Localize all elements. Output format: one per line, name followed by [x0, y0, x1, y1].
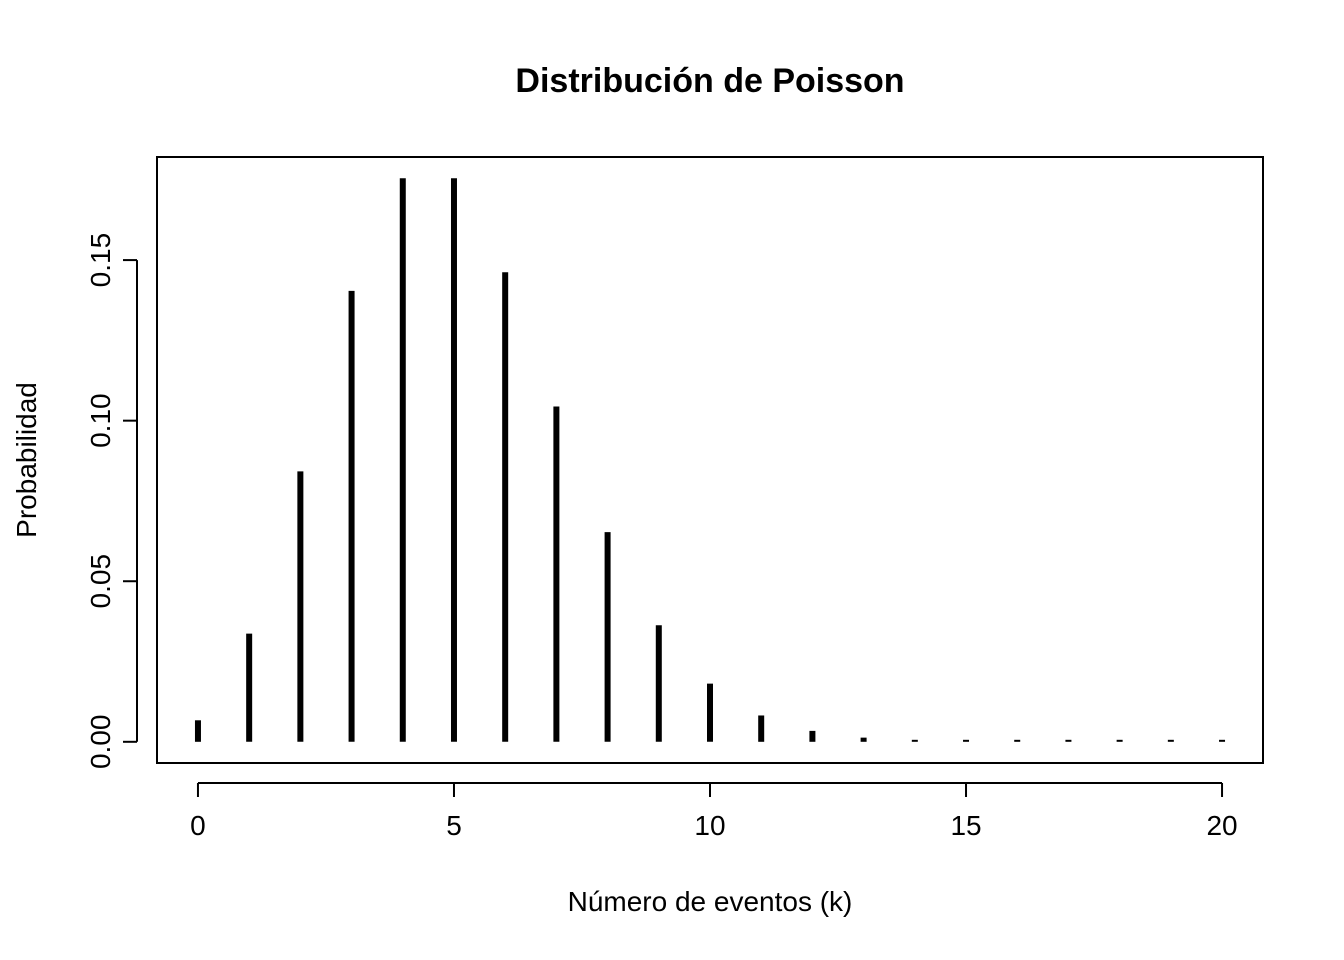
x-axis: 0 5 10 15 20: [190, 782, 1238, 841]
x-tick-label: 20: [1206, 810, 1237, 841]
bars-group: [194, 178, 1226, 742]
y-axis: 0.00 0.05 0.10 0.15: [85, 233, 138, 770]
y-tick-label: 0.10: [85, 393, 116, 448]
y-tick-label: 0.15: [85, 233, 116, 288]
x-tick-label: 5: [446, 810, 462, 841]
y-tick-label: 0.05: [85, 554, 116, 609]
x-axis-label: Número de eventos (k): [568, 886, 853, 917]
x-tick-label: 0: [190, 810, 206, 841]
y-axis-label: Probabilidad: [11, 382, 42, 538]
x-tick-label: 10: [694, 810, 725, 841]
y-tick-label: 0.00: [85, 715, 116, 770]
plot-frame: [156, 156, 1264, 764]
chart-title: Distribución de Poisson: [515, 62, 904, 100]
x-tick-label: 15: [950, 810, 981, 841]
